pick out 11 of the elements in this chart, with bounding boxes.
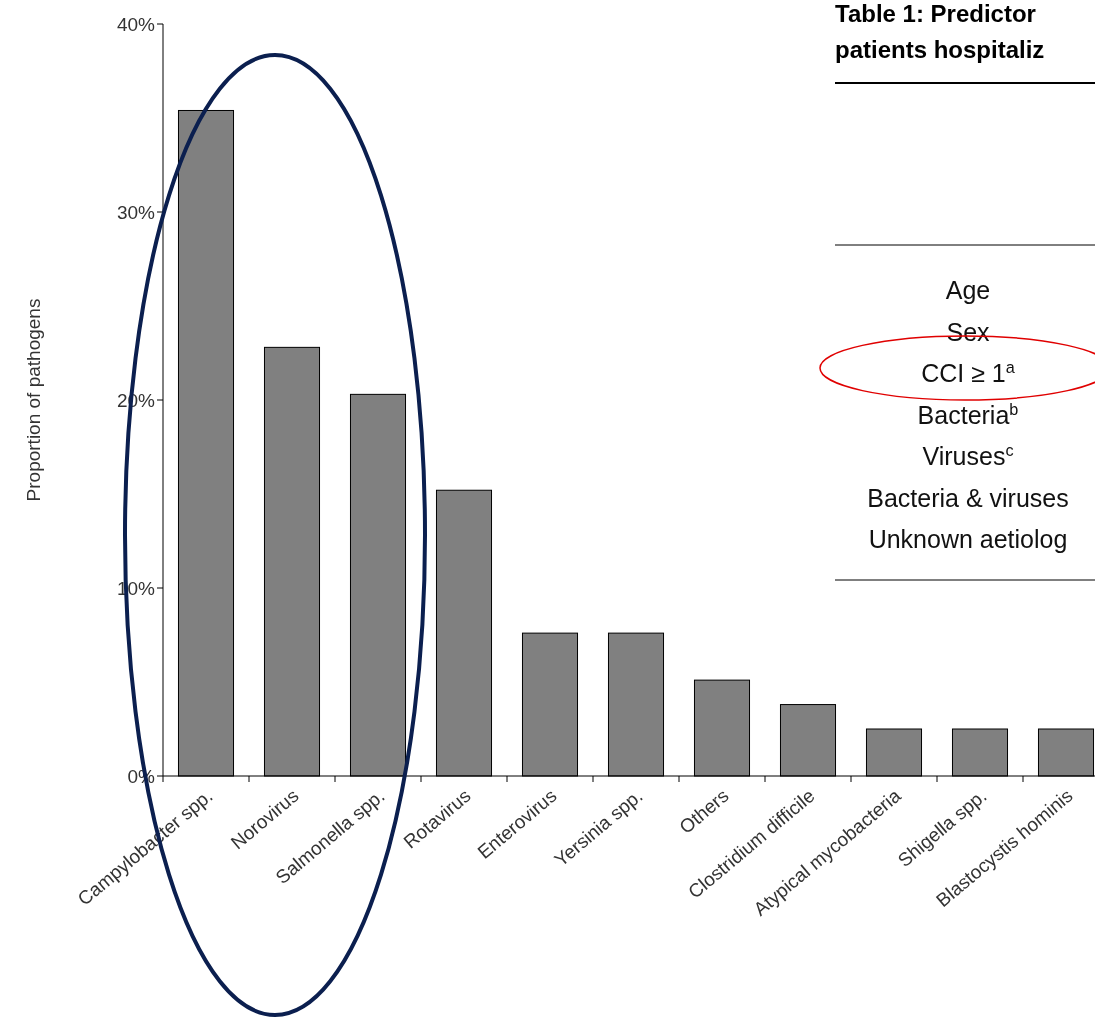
annotation: Age (945, 276, 991, 304)
text: Table 1: Predictor (835, 0, 1036, 27)
annotation: Bacteria & viruses (867, 483, 1069, 512)
annotation: Unknown aetiolog (868, 525, 1068, 553)
annotation: CCI ≥ 1$^{a}$ (921, 358, 1016, 387)
y-tick-label: 40% (116, 13, 156, 35)
y-axis-title: Proportion of pathogens (23, 298, 44, 502)
annotation: Viruses$^{c}$ (922, 441, 1014, 470)
text: patients hospitaliz (835, 36, 1045, 63)
annotation: Bacteria$^{b}$ (917, 399, 1019, 429)
y-tick-label: 30% (116, 201, 156, 223)
